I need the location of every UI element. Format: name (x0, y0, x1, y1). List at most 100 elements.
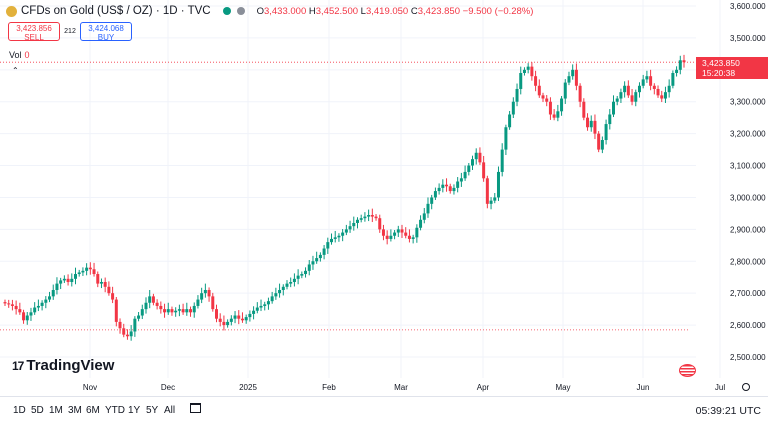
visibility-status-icon (222, 7, 231, 15)
collapse-chevron-icon[interactable]: ⌃ (12, 66, 19, 75)
candle-body (582, 101, 586, 118)
candle-body (274, 293, 278, 297)
candle-body (649, 76, 653, 86)
tradingview-logo[interactable]: 17 TradingView (12, 357, 114, 374)
y-tick-label: 3,100.000 (730, 162, 766, 171)
candle-body (437, 187, 441, 192)
candle-body (36, 305, 40, 308)
candle-body (163, 309, 167, 313)
candle-body (430, 197, 434, 204)
sell-price: 3,423.856 (16, 24, 52, 33)
candle-body (530, 66, 534, 77)
sell-button[interactable]: 3,423.856 SELL (8, 22, 60, 42)
utc-clock[interactable]: 05:39:21 UTC (695, 405, 761, 417)
timeframe-1y[interactable]: 1Y (128, 405, 141, 416)
timeframe-1m[interactable]: 1M (49, 405, 63, 416)
candle-body (378, 218, 382, 230)
candle-body (459, 178, 463, 182)
price-chart[interactable]: 3,600.0003,500.0003,400.0003,300.0003,20… (0, 0, 768, 396)
candle-body (370, 215, 374, 217)
symbol-title[interactable]: CFDs on Gold (US$ / OZ) · 1D · TVC (21, 5, 211, 17)
timeframe-all[interactable]: All (164, 405, 176, 416)
candle-body (296, 275, 300, 279)
candle-body (73, 274, 77, 279)
candle-body (522, 69, 526, 74)
candle-body (426, 203, 430, 214)
candle-body (315, 258, 319, 262)
candle-body (252, 310, 256, 314)
candle-body (626, 85, 630, 96)
candle-body (485, 178, 489, 204)
y-tick-label: 3,200.000 (730, 130, 766, 139)
candle-body (541, 95, 545, 99)
candle-body (623, 85, 627, 93)
candle-body (25, 315, 29, 321)
buy-button[interactable]: 3,424.068 BUY (80, 22, 132, 42)
candle-body (133, 318, 137, 332)
time-axis[interactable]: Nov Dec 2025 Feb Mar Apr May Jun Jul (83, 383, 725, 392)
candle-body (129, 331, 133, 337)
candle-body (363, 216, 367, 219)
candle-body (62, 278, 66, 281)
candle-body (207, 289, 211, 297)
candle-body (263, 304, 267, 306)
tradingview-mark-icon: 17 (12, 358, 24, 373)
sell-label: SELL (24, 33, 44, 42)
candle-body (552, 114, 556, 118)
candle-body (656, 88, 660, 96)
candle-body (155, 302, 159, 306)
candle-body (311, 261, 315, 265)
candle-body (285, 283, 289, 287)
chart-grid (0, 0, 721, 378)
candle-body (266, 301, 270, 305)
candle-body (504, 127, 508, 150)
candle-countdown: 15:20:38 (702, 68, 736, 78)
price-axis[interactable]: 3,600.0003,500.0003,400.0003,300.0003,20… (730, 2, 766, 362)
candle-body (563, 82, 567, 99)
timeframe-5y[interactable]: 5Y (146, 405, 159, 416)
candle-body (597, 133, 601, 150)
candle-body (663, 92, 667, 99)
change-value: −9.500 (−0.28%) (462, 5, 534, 17)
candle-body (548, 101, 552, 115)
candle-body (118, 321, 122, 329)
ohlc-values: O3,433.000 H3,452.500 L3,419.050 C3,423.… (257, 6, 534, 17)
us-flag-icon[interactable] (679, 364, 696, 377)
candle-body (411, 237, 415, 239)
candle-body (10, 304, 14, 306)
gear-icon[interactable] (742, 383, 750, 391)
timeframe-3m[interactable]: 3M (68, 405, 82, 416)
candle-body (114, 299, 118, 322)
candle-body (404, 232, 408, 236)
candle-body (600, 140, 604, 150)
candle-body (330, 238, 334, 243)
candle-body (389, 235, 393, 239)
candle-body (537, 85, 541, 96)
candle-body (571, 69, 575, 77)
candle-body (671, 73, 675, 86)
gold-symbol-icon (6, 5, 17, 17)
candle-body (222, 321, 226, 326)
candle-body (99, 282, 103, 284)
spread-value: 212 (64, 28, 76, 35)
candle-body (419, 219, 423, 228)
calendar-icon[interactable] (190, 403, 201, 413)
candle-body (393, 232, 397, 236)
timeframe-5d[interactable]: 5D (31, 405, 44, 416)
y-tick-label: 3,000.000 (730, 193, 766, 202)
candle-body (214, 309, 218, 319)
candle-body (337, 235, 341, 238)
candle-body (40, 302, 44, 306)
timeframe-ytd[interactable]: YTD (105, 405, 125, 416)
timeframe-6m[interactable]: 6M (86, 405, 100, 416)
candle-body (33, 307, 37, 313)
y-tick-label: 2,500.000 (730, 353, 766, 362)
candle-body (200, 293, 204, 300)
timeframe-1d[interactable]: 1D (13, 405, 26, 416)
candle-body (107, 286, 111, 294)
candle-body (326, 242, 330, 249)
candle-body (111, 293, 115, 300)
candle-body (70, 278, 74, 283)
candle-body (22, 312, 26, 321)
volume-legend: Vol 0 (9, 50, 30, 60)
